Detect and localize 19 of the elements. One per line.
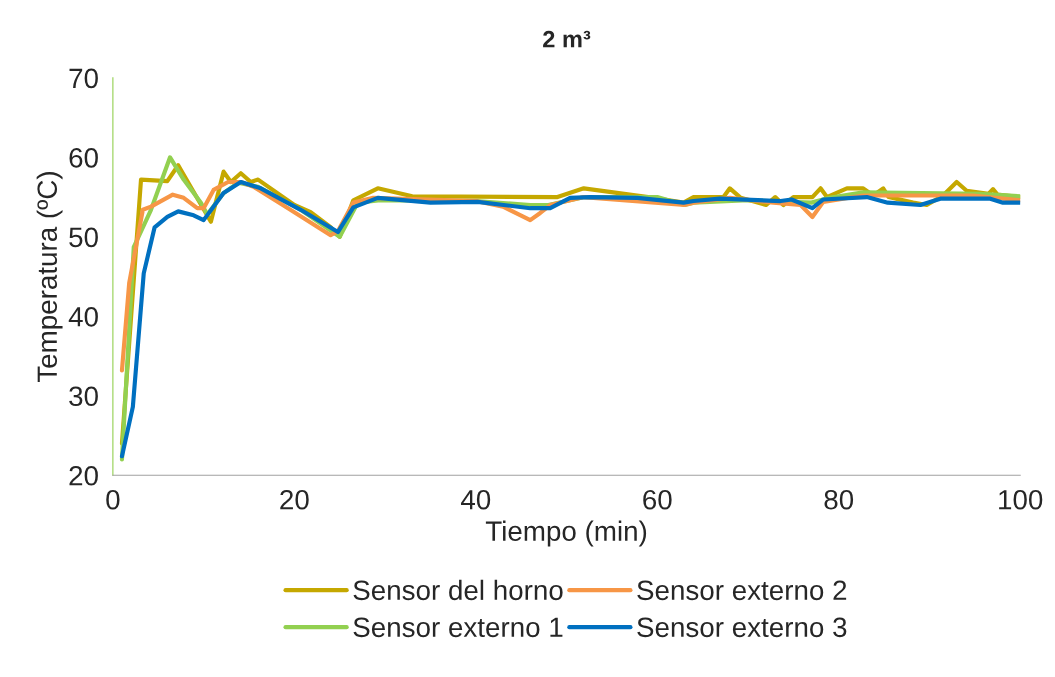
y-tick-label: 30 bbox=[69, 386, 98, 407]
x-tick-label: 40 bbox=[461, 489, 491, 510]
y-tick-label: 50 bbox=[69, 227, 98, 248]
x-tick-label: 0 bbox=[106, 489, 120, 510]
x-axis-title: Tiempo (min) bbox=[485, 520, 647, 547]
y-tick-label: 70 bbox=[69, 68, 98, 89]
y-tick-label: 40 bbox=[68, 306, 98, 327]
legend-label: Sensor externo 2 bbox=[637, 580, 847, 601]
y-tick-label: 20 bbox=[69, 465, 98, 486]
chart-title: 2 m³ bbox=[543, 30, 591, 48]
legend-label: Sensor del horno bbox=[353, 579, 563, 601]
x-tick-label: 100 bbox=[999, 489, 1043, 510]
x-tick-label: 80 bbox=[824, 489, 854, 510]
legend-label: Sensor externo 3 bbox=[637, 617, 847, 638]
x-tick-label: 60 bbox=[643, 489, 672, 510]
legend-label: Sensor externo 1 bbox=[353, 617, 563, 638]
y-tick-label: 60 bbox=[69, 148, 98, 168]
x-tick-label: 20 bbox=[280, 489, 309, 510]
y-axis-title: Temperatura (ºC) bbox=[36, 172, 63, 383]
